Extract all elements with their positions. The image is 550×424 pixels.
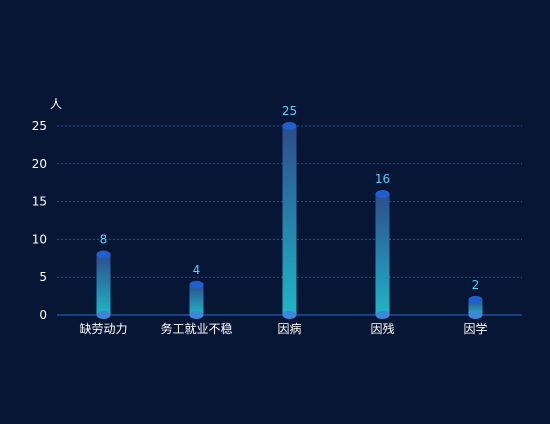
bar-base: [96, 311, 111, 319]
x-tick-label: 因病: [277, 321, 301, 336]
bar-base: [189, 311, 204, 319]
bar: [468, 299, 483, 315]
bar: [96, 254, 111, 315]
bar-cap: [96, 250, 111, 259]
bar-cap: [282, 122, 297, 130]
y-tick-label: 20: [32, 157, 47, 171]
data-label: 4: [193, 263, 201, 277]
y-axis-unit-label: 人: [50, 97, 62, 111]
bar-base: [375, 311, 390, 319]
bar-cap: [189, 280, 204, 289]
y-tick-label: 25: [32, 119, 47, 133]
bar-base: [468, 311, 483, 319]
x-tick-label: 因残: [370, 322, 394, 336]
bar-cap: [375, 190, 390, 199]
bar: [189, 284, 204, 315]
bar: [375, 194, 390, 315]
data-label: 2: [472, 278, 480, 292]
y-tick-label: 15: [32, 195, 47, 209]
data-label: 25: [282, 104, 297, 118]
bar: [282, 126, 297, 315]
bar-cap: [468, 295, 483, 304]
x-tick-label: 缺劳动力: [79, 321, 127, 336]
bar-base: [282, 311, 297, 319]
x-tick-label: 因学: [463, 321, 487, 336]
y-tick-label: 10: [32, 232, 47, 246]
data-label: 8: [100, 233, 108, 247]
bars: [96, 122, 483, 319]
y-tick-label: 5: [39, 270, 47, 284]
y-tick-label: 0: [39, 308, 47, 322]
labels: 8 缺劳动力 4 务工就业不稳 25 因病 16 因残 2 因学: [79, 104, 487, 336]
data-label: 16: [375, 172, 390, 186]
x-tick-label: 务工就业不稳: [160, 321, 232, 336]
